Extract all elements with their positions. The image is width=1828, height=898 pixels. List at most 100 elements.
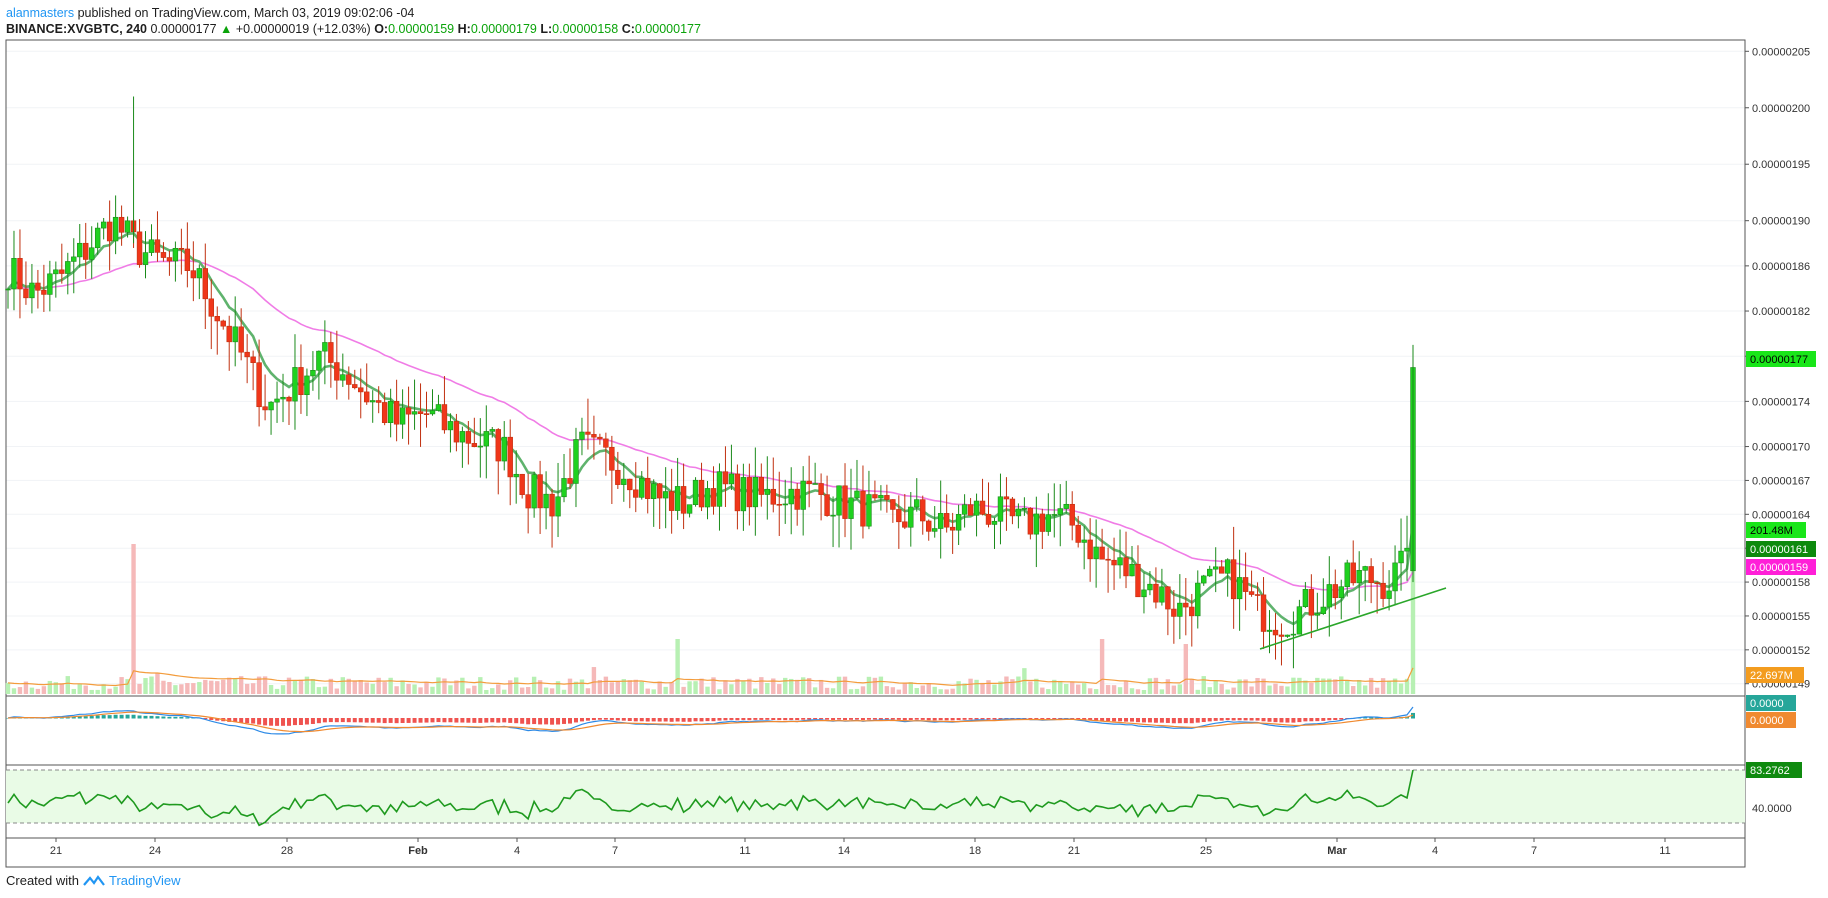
- price-axis[interactable]: 0.00000205 0.00000200 0.00000195 0.00000190…: [1745, 46, 1810, 815]
- candle-up: [937, 513, 944, 529]
- x-tick-label: 21: [50, 845, 62, 857]
- volume-bar: [1153, 677, 1159, 694]
- candle-up: [961, 504, 968, 515]
- volume-bar: [783, 677, 788, 694]
- macd-histogram-bar: [741, 718, 746, 720]
- candle-up: [621, 478, 627, 485]
- candle-up: [501, 436, 507, 462]
- tradingview-logo-icon[interactable]: [83, 875, 105, 887]
- trendline[interactable]: [1259, 587, 1447, 650]
- candle-down: [1165, 586, 1171, 610]
- volume-bar: [376, 677, 381, 694]
- volume-bar: [597, 679, 603, 694]
- author-link[interactable]: alanmasters: [6, 6, 75, 20]
- macd-histogram-bar: [454, 718, 459, 723]
- candle-up: [399, 407, 406, 425]
- candle-down: [615, 469, 621, 485]
- volume-bar: [549, 688, 555, 694]
- candle-down: [633, 489, 639, 498]
- candle-down: [896, 509, 902, 523]
- chart-canvas[interactable]: 0.00000205 0.00000200 0.00000195 0.00000190…: [0, 0, 1828, 870]
- volume-bar: [591, 667, 597, 694]
- macd-histogram-bar: [119, 714, 124, 719]
- x-tick-label: 18: [969, 845, 981, 857]
- macd-histogram-bar: [1339, 718, 1344, 720]
- candle-up: [322, 342, 328, 352]
- symbol-label: BINANCE:XVGBTC, 240: [6, 22, 147, 36]
- candle-down: [949, 526, 956, 531]
- tradingview-brand-link[interactable]: TradingView: [108, 873, 181, 888]
- macd-histogram-bar: [747, 718, 752, 721]
- volume-bar: [179, 684, 184, 694]
- volume-bar: [1201, 676, 1206, 694]
- candle-down: [1039, 513, 1046, 532]
- volume-bar: [322, 686, 328, 694]
- macd-histogram-bar: [777, 718, 782, 721]
- candle-up: [310, 369, 316, 377]
- volume-bar: [71, 688, 76, 694]
- macd-histogram-bar: [430, 718, 435, 723]
- candle-up: [1147, 583, 1153, 591]
- candle-up: [1195, 582, 1201, 617]
- macd-histogram-bar: [113, 714, 118, 719]
- macd-histogram-bar: [304, 718, 309, 725]
- macd-histogram-bar: [484, 718, 489, 723]
- macd-histogram-bar: [514, 718, 519, 724]
- candle-up: [555, 496, 561, 517]
- candle-up: [1093, 546, 1099, 560]
- volume-bar: [555, 681, 561, 694]
- candle-up: [1314, 613, 1321, 616]
- macd-histogram-bar: [825, 718, 830, 720]
- macd-value-label: 0.0000: [1750, 698, 1784, 710]
- macd-histogram-bar: [1297, 718, 1302, 723]
- volume-bar: [956, 681, 961, 694]
- volume-bar: [77, 684, 82, 694]
- candle-down: [1171, 608, 1177, 617]
- volume-bar: [304, 676, 310, 694]
- macd-histogram-bar: [149, 715, 154, 719]
- volume-bar: [1392, 678, 1398, 694]
- time-axis[interactable]: 21 24 28 Feb 4 7 11 14 18 21 25 Mar 4 7 11: [50, 838, 1671, 857]
- candle-down: [160, 252, 167, 258]
- candle-down: [1308, 589, 1315, 616]
- volume-bar: [1291, 677, 1296, 694]
- candle-up: [1057, 508, 1063, 515]
- macd-histogram-bar: [843, 718, 848, 720]
- volume-bar: [1135, 689, 1141, 694]
- volume-bar: [950, 688, 955, 694]
- y-tick-label: 0.00000158: [1752, 577, 1810, 589]
- macd-histogram-bar: [1076, 718, 1081, 720]
- macd-histogram-bar: [538, 718, 543, 725]
- volume-bar: [191, 683, 196, 694]
- macd-histogram-bar: [328, 718, 333, 723]
- up-arrow-icon: ▲: [220, 22, 233, 36]
- candle-down: [1374, 582, 1380, 585]
- candle-down: [627, 478, 633, 491]
- candle-up: [573, 439, 579, 484]
- candle-down: [507, 436, 513, 478]
- macd-histogram-bar: [1183, 718, 1188, 724]
- candle-down: [890, 499, 896, 510]
- macd-histogram-bar: [1046, 718, 1051, 720]
- macd-histogram-bar: [472, 718, 477, 723]
- macd-value-label-bg: [1746, 695, 1796, 711]
- volume-bar: [352, 681, 357, 694]
- macd-histogram-bar: [699, 718, 704, 722]
- volume-bar: [250, 683, 256, 694]
- candle-up: [29, 282, 35, 299]
- x-tick-label: 4: [1432, 845, 1438, 857]
- macd-histogram-bar: [1333, 718, 1338, 721]
- x-tick-label: 25: [1200, 845, 1212, 857]
- candle-down: [1003, 496, 1010, 500]
- volume-bar: [651, 689, 656, 694]
- volume-bar: [340, 677, 346, 694]
- candle-down: [1242, 577, 1249, 592]
- macd-histogram-bar: [974, 718, 979, 720]
- volume-bar: [400, 680, 405, 694]
- volume-bar: [101, 684, 106, 694]
- candle-up: [1045, 514, 1051, 532]
- macd-histogram-bar: [257, 718, 262, 725]
- macd-histogram-bar: [1327, 718, 1332, 721]
- low-label: L:: [540, 22, 553, 36]
- candle-down: [1380, 582, 1386, 599]
